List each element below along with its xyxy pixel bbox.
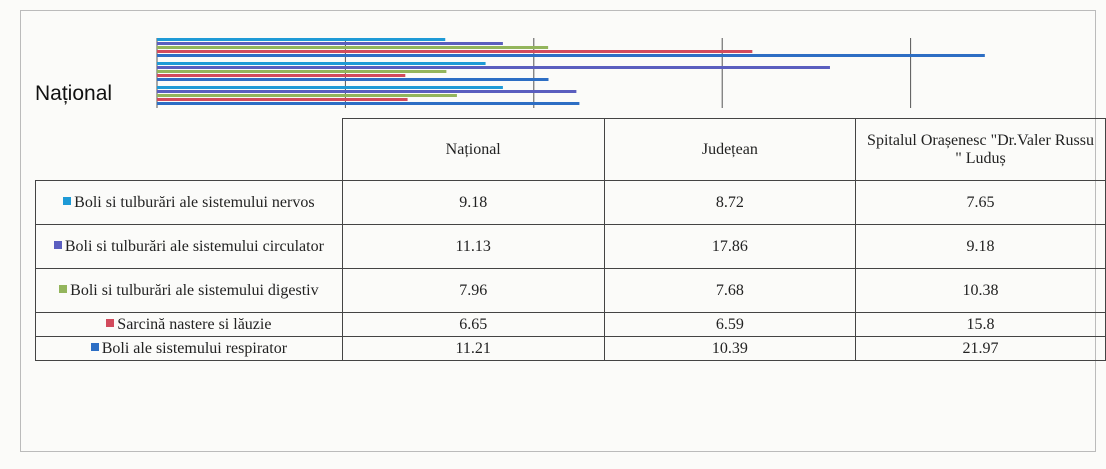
series-label: Sarcină nastere si lăuzie xyxy=(35,312,343,337)
value-cell: 21.97 xyxy=(855,336,1106,361)
value-cell: 17.86 xyxy=(603,224,857,269)
column-header: Spitalul Orașenesc "Dr.Valer Russu " Lud… xyxy=(855,118,1106,181)
bar xyxy=(157,78,549,81)
bar xyxy=(157,90,577,93)
legend-text: Boli si tulburări ale sistemului circula… xyxy=(64,237,324,255)
data-row: Boli si tulburări ale sistemului circula… xyxy=(35,224,1106,269)
bar xyxy=(157,70,447,73)
value-cell: 9.18 xyxy=(855,224,1106,269)
bar xyxy=(157,54,985,57)
legend-swatch xyxy=(90,342,99,351)
value-cell: 10.39 xyxy=(603,336,857,361)
legend-text: Sarcină nastere si lăuzie xyxy=(117,315,272,333)
value-cell: 7.96 xyxy=(341,268,605,313)
data-row: Sarcină nastere si lăuzie 6.65 6.59 15.8 xyxy=(35,312,1106,337)
bar xyxy=(157,98,408,101)
legend-text: Boli ale sistemului respirator xyxy=(101,339,288,357)
value-cell: 7.68 xyxy=(603,268,857,313)
legend-text: Boli si tulburări ale sistemului digesti… xyxy=(70,281,319,299)
legend-swatch xyxy=(59,284,68,293)
value-cell: 15.8 xyxy=(855,312,1106,337)
bar xyxy=(157,42,503,45)
bar xyxy=(157,102,580,105)
bar xyxy=(157,46,549,49)
data-row: Boli si tulburări ale sistemului digesti… xyxy=(35,268,1106,313)
bar xyxy=(157,62,486,65)
bar xyxy=(157,86,503,89)
bar xyxy=(157,74,406,77)
column-header: Național xyxy=(341,118,605,181)
value-cell: 9.18 xyxy=(341,180,605,225)
series-label: Boli ale sistemului respirator xyxy=(35,336,343,361)
bar xyxy=(157,66,830,69)
legend-text: Boli si tulburări ale sistemului nervos xyxy=(74,193,315,211)
bar xyxy=(157,50,753,53)
column-header: Județean xyxy=(603,118,857,181)
header-row: Național Județean Spitalul Orașenesc "Dr.V… xyxy=(36,118,1106,181)
corner-cell xyxy=(36,119,343,181)
bar xyxy=(157,38,446,41)
value-cell: 11.21 xyxy=(341,336,605,361)
data-table: Național Județean Spitalul Orașenesc "Dr.V… xyxy=(35,118,1106,361)
legend-swatch xyxy=(53,240,62,249)
value-cell: 6.59 xyxy=(603,312,857,337)
legend-swatch xyxy=(106,318,115,327)
series-label: Boli si tulburări ale sistemului circula… xyxy=(35,224,343,269)
value-cell: 6.65 xyxy=(341,312,605,337)
data-row: Boli si tulburări ale sistemului nervos 9… xyxy=(35,180,1106,225)
category-label: Național xyxy=(35,82,112,105)
series-label: Boli si tulburări ale sistemului nervos xyxy=(35,180,343,225)
legend-swatch xyxy=(63,196,72,205)
value-cell: 10.38 xyxy=(855,268,1106,313)
value-cell: 7.65 xyxy=(855,180,1106,225)
chart: Național xyxy=(35,38,985,108)
value-cell: 11.13 xyxy=(341,224,605,269)
data-row: Boli ale sistemului respirator 11.21 10.39… xyxy=(35,336,1106,361)
bar xyxy=(157,94,457,97)
series-label: Boli si tulburări ale sistemului digesti… xyxy=(35,268,343,313)
value-cell: 8.72 xyxy=(603,180,857,225)
